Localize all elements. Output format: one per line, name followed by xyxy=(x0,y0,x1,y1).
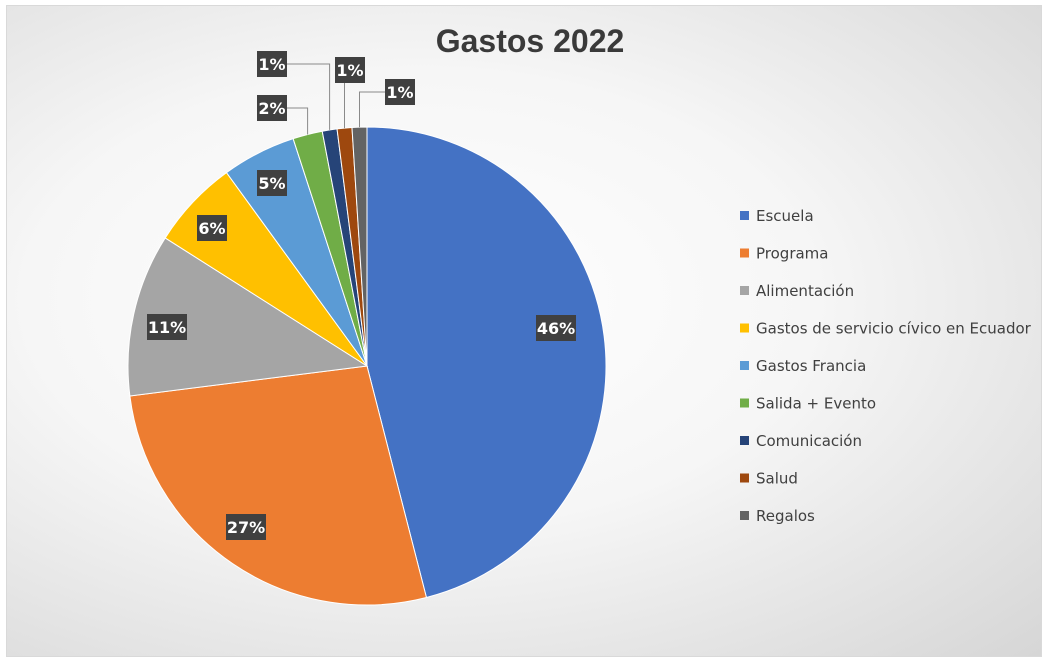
data-label-programa: 27% xyxy=(226,514,266,540)
leader-line-salida-evento xyxy=(287,107,309,135)
data-label-text: 6% xyxy=(198,219,225,238)
data-label-box xyxy=(226,514,266,540)
data-label-text: 2% xyxy=(258,99,285,118)
legend: Escuela Programa Alimentación Gastos de ser… xyxy=(740,207,1032,525)
data-label-box xyxy=(385,79,415,105)
data-labels: 46% 27% 11% 6% 5% 2% 1% 1% 1% xyxy=(147,51,576,540)
pie-slice-escuela xyxy=(366,126,607,599)
legend-label: Salida + Evento xyxy=(756,395,876,413)
data-label-text: 11% xyxy=(148,318,186,337)
data-label-gastos-de-servicio-civico-en-ecuador: 6% xyxy=(197,215,227,241)
legend-item-gastos-francia: Gastos Francia xyxy=(740,357,866,375)
legend-swatch xyxy=(740,398,749,408)
legend-label: Gastos Francia xyxy=(756,357,866,375)
data-label-box xyxy=(257,170,287,196)
data-label-salida-evento: 2% xyxy=(257,95,287,121)
pie-slice-regalos xyxy=(351,126,368,367)
legend-swatch xyxy=(740,248,749,258)
legend-item-salida-evento: Salida + Evento xyxy=(740,395,876,413)
leader-line-comunicacion xyxy=(287,63,331,130)
data-label-text: 1% xyxy=(386,83,413,102)
pie-slice-programa xyxy=(129,365,428,606)
legend-swatch xyxy=(740,211,749,220)
legend-item-alimentacion: Alimentación xyxy=(740,282,854,300)
legend-label: Salud xyxy=(756,470,798,488)
legend-item-programa: Programa xyxy=(740,245,828,263)
data-label-box xyxy=(197,215,227,241)
legend-item-regalos: Regalos xyxy=(740,507,815,525)
data-label-escuela: 46% xyxy=(536,315,576,341)
data-label-box xyxy=(536,315,576,341)
legend-swatch xyxy=(740,511,749,520)
pie-slices xyxy=(127,126,607,606)
data-label-text: 1% xyxy=(336,61,363,80)
data-label-text: 5% xyxy=(258,174,285,193)
data-label-box xyxy=(257,51,287,77)
data-label-box xyxy=(335,57,365,83)
legend-swatch xyxy=(740,361,749,370)
legend-swatch xyxy=(740,323,749,333)
data-label-text: 27% xyxy=(227,518,265,537)
legend-label: Escuela xyxy=(756,207,814,225)
legend-swatch xyxy=(740,286,749,295)
legend-item-gastos-de-servicio-civico-en-ecuador: Gastos de servicio cívico en Ecuador xyxy=(740,320,1032,338)
data-label-text: 1% xyxy=(258,55,285,74)
data-label-gastos-francia: 5% xyxy=(257,170,287,196)
data-label-salud: 1% xyxy=(335,57,365,83)
legend-label: Regalos xyxy=(756,507,815,525)
chart-title: Gastos 2022 xyxy=(436,23,625,59)
data-label-text: 46% xyxy=(537,319,575,338)
data-label-box xyxy=(147,314,187,340)
data-label-regalos: 1% xyxy=(385,79,415,105)
legend-item-escuela: Escuela xyxy=(740,207,814,225)
data-label-alimentacion: 11% xyxy=(147,314,187,340)
pie-slice-alimentacion xyxy=(127,237,369,397)
legend-label: Programa xyxy=(756,245,828,263)
data-label-comunicacion: 1% xyxy=(257,51,287,77)
legend-label: Comunicación xyxy=(756,432,862,450)
legend-label: Gastos de servicio cívico en Ecuador xyxy=(756,320,1032,338)
legend-label: Alimentación xyxy=(756,282,854,300)
legend-item-salud: Salud xyxy=(740,470,798,488)
legend-item-comunicacion: Comunicación xyxy=(740,432,862,450)
legend-swatch xyxy=(740,436,749,445)
legend-swatch xyxy=(740,473,749,483)
data-label-box xyxy=(257,95,287,121)
